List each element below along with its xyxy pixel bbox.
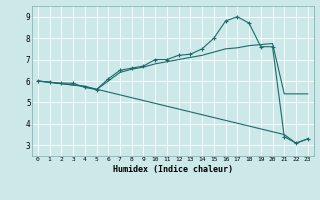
X-axis label: Humidex (Indice chaleur): Humidex (Indice chaleur) — [113, 165, 233, 174]
